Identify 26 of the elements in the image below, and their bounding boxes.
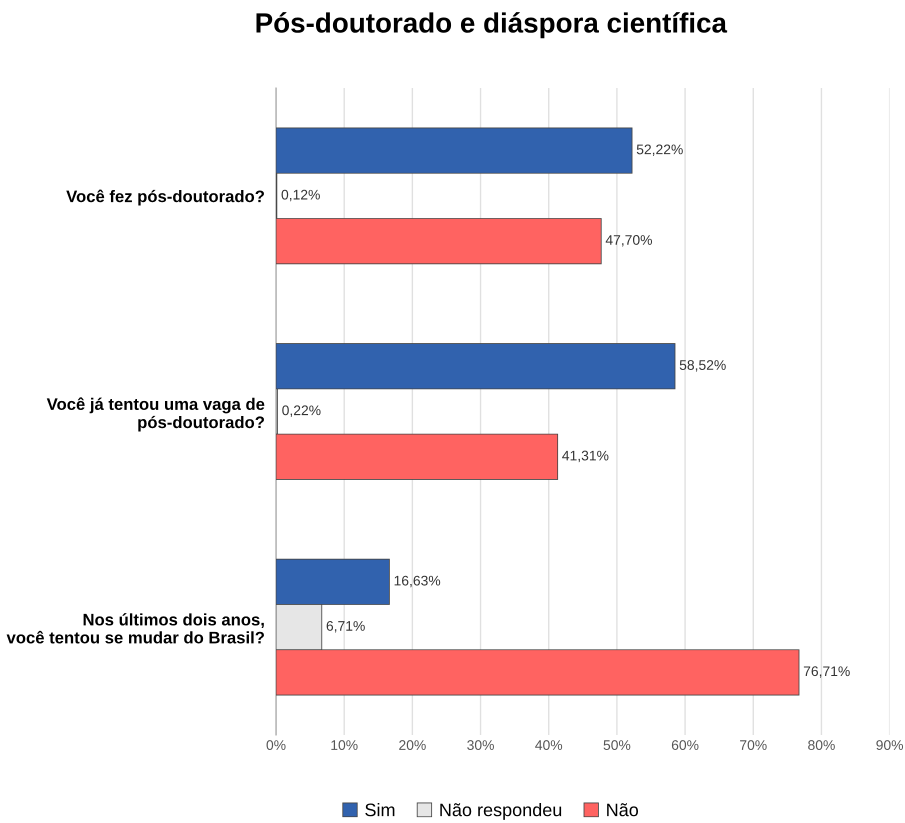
x-tick-label: 50% xyxy=(604,740,630,750)
chart-title: Pós-doutorado e diáspora científica xyxy=(256,12,728,38)
data-label: 0,22% xyxy=(282,405,321,417)
data-label: 0,12% xyxy=(282,190,320,202)
x-tick-label: 90% xyxy=(876,740,904,750)
x-tick-label: 0% xyxy=(266,740,286,750)
data-label: 41,31% xyxy=(562,450,608,462)
x-tick-label: 20% xyxy=(399,740,426,750)
x-tick-label: 70% xyxy=(740,740,767,750)
x-tick-label: 40% xyxy=(535,740,562,750)
x-tick-label: 30% xyxy=(467,740,494,750)
y-tick-label: Você fez pós-doutorado? xyxy=(66,190,264,206)
x-tick-label: 10% xyxy=(331,740,358,750)
x-tick-label: 80% xyxy=(808,740,835,750)
data-label: 52,22% xyxy=(636,144,683,156)
data-label: 16,63% xyxy=(394,576,440,588)
legend-label: Não xyxy=(607,803,638,816)
data-label: 6,71% xyxy=(326,621,365,632)
x-tick-label: 60% xyxy=(672,740,698,750)
data-label: 47,70% xyxy=(606,235,652,247)
legend-label: Não respondeu xyxy=(440,803,562,820)
data-label: 76,71% xyxy=(804,666,850,678)
data-label: 58,52% xyxy=(680,360,726,372)
legend-label: Sim xyxy=(365,803,394,816)
y-tick-label: Nos últimos dois anos, você tentou se mudar do Brasil? xyxy=(6,613,264,644)
y-tick-label: Você já tentou uma vaga de pós-doutorado? xyxy=(46,397,264,432)
